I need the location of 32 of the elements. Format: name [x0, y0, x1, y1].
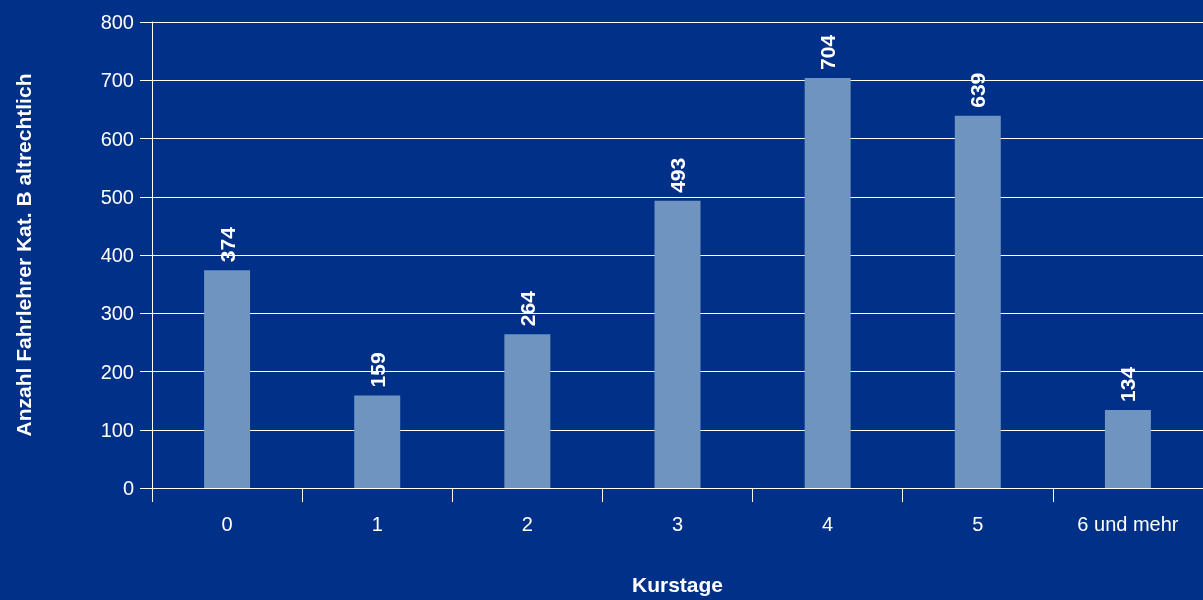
y-tick-label: 800: [100, 11, 134, 33]
y-tick-label: 300: [100, 302, 134, 325]
bar: [654, 200, 701, 488]
data-label: 493: [666, 157, 689, 193]
bar: [204, 270, 251, 488]
x-tick-label: 3: [671, 513, 684, 535]
y-tick-label: 700: [100, 69, 134, 92]
x-tick-label: 4: [822, 513, 834, 535]
bar: [504, 334, 551, 488]
x-tick-label: 5: [972, 513, 984, 535]
x-tick-label: 0: [221, 513, 233, 535]
data-label: 159: [365, 352, 389, 388]
data-label: 134: [1116, 366, 1140, 402]
y-tick-label: 0: [122, 477, 134, 499]
y-tick-label: 200: [100, 360, 134, 383]
x-tick-label: 2: [521, 513, 533, 535]
x-axis-title: Kurstage: [631, 573, 724, 596]
x-tick-label: 1: [371, 513, 383, 535]
y-tick-label: 100: [100, 418, 134, 441]
bar: [354, 395, 401, 488]
data-label: 374: [215, 226, 239, 263]
bar: [804, 77, 851, 488]
y-axis-title: Anzahl Fahrlehrer Kat. B altrechtlich: [12, 73, 35, 437]
bar: [1104, 409, 1151, 488]
y-tick-label: 600: [100, 127, 134, 150]
data-label: 264: [515, 290, 539, 327]
data-label: 639: [966, 72, 990, 108]
y-tick-label: 400: [100, 244, 134, 266]
y-tick-label: 500: [100, 185, 134, 208]
x-tick-label: 6 und mehr: [1077, 513, 1179, 535]
data-label: 704: [816, 34, 840, 70]
bar: [954, 115, 1001, 488]
